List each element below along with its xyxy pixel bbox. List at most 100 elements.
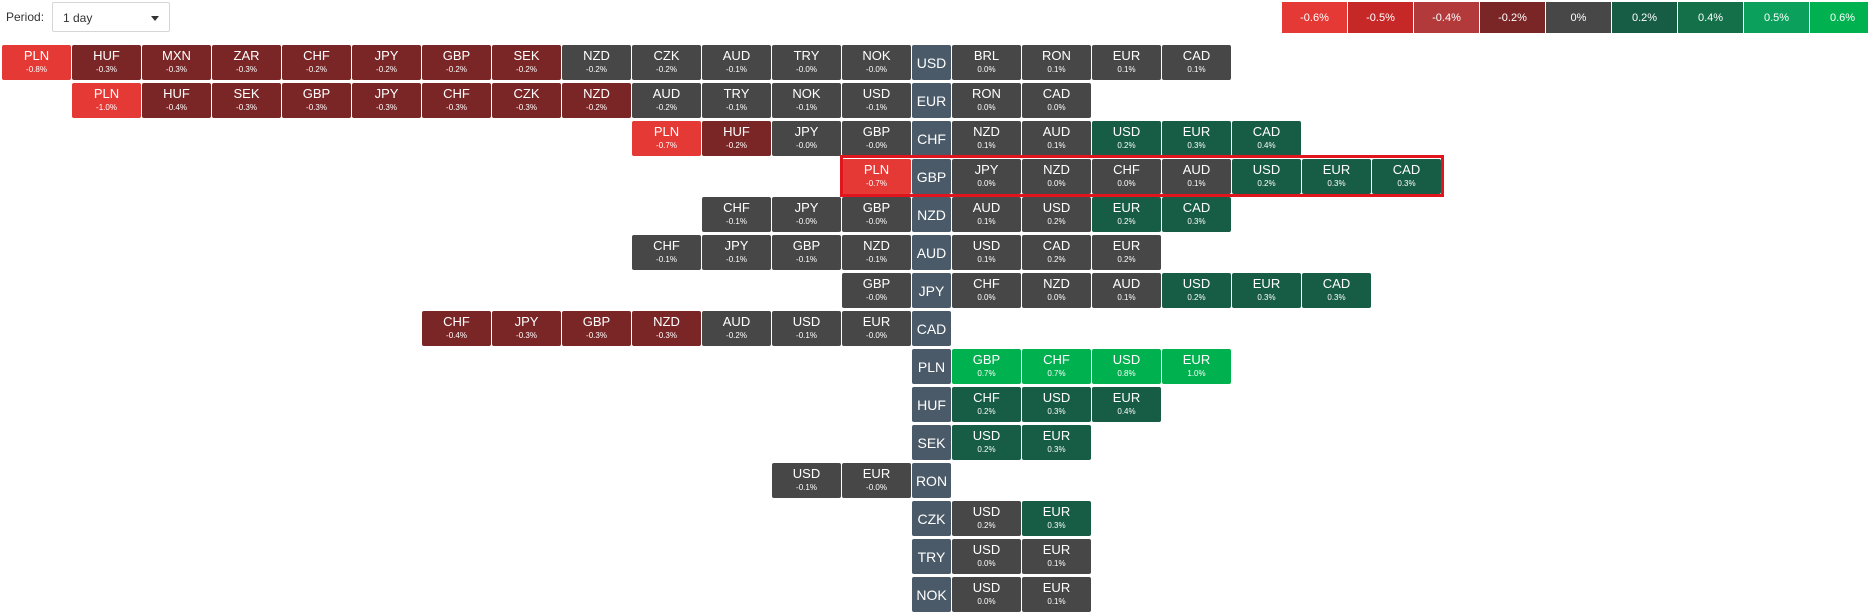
pair-cell-gbp-nzd[interactable]: NZD 0.0% [1022, 159, 1091, 194]
pair-cell-jpy-chf[interactable]: CHF 0.0% [952, 273, 1021, 308]
pair-cell-chf-pln[interactable]: PLN -0.7% [632, 121, 701, 156]
base-currency-usd[interactable]: USD [912, 45, 951, 80]
period-select[interactable]: 1 day [52, 2, 170, 32]
pair-cell-nzd-jpy[interactable]: JPY -0.0% [772, 197, 841, 232]
pair-cell-nzd-usd[interactable]: USD 0.2% [1022, 197, 1091, 232]
pair-cell-chf-nzd[interactable]: NZD 0.1% [952, 121, 1021, 156]
pair-cell-nzd-aud[interactable]: AUD 0.1% [952, 197, 1021, 232]
pair-cell-jpy-aud[interactable]: AUD 0.1% [1092, 273, 1161, 308]
pair-cell-aud-jpy[interactable]: JPY -0.1% [702, 235, 771, 270]
pair-cell-cad-jpy[interactable]: JPY -0.3% [492, 311, 561, 346]
base-currency-jpy[interactable]: JPY [912, 273, 951, 308]
pair-cell-usd-jpy[interactable]: JPY -0.2% [352, 45, 421, 80]
pair-cell-sek-eur[interactable]: EUR 0.3% [1022, 425, 1091, 460]
pair-cell-gbp-pln[interactable]: PLN -0.7% [842, 159, 911, 194]
pair-cell-jpy-nzd[interactable]: NZD 0.0% [1022, 273, 1091, 308]
pair-cell-aud-eur[interactable]: EUR 0.2% [1092, 235, 1161, 270]
pair-cell-eur-gbp[interactable]: GBP -0.3% [282, 83, 351, 118]
base-currency-chf[interactable]: CHF [912, 121, 951, 156]
pair-cell-nok-usd[interactable]: USD 0.0% [952, 577, 1021, 612]
pair-cell-cad-aud[interactable]: AUD -0.2% [702, 311, 771, 346]
base-currency-czk[interactable]: CZK [912, 501, 951, 536]
pair-cell-cad-usd[interactable]: USD -0.1% [772, 311, 841, 346]
pair-cell-cad-gbp[interactable]: GBP -0.3% [562, 311, 631, 346]
pair-cell-usd-gbp[interactable]: GBP -0.2% [422, 45, 491, 80]
pair-cell-try-eur[interactable]: EUR 0.1% [1022, 539, 1091, 574]
pair-cell-nzd-cad[interactable]: CAD 0.3% [1162, 197, 1231, 232]
pair-cell-chf-aud[interactable]: AUD 0.1% [1022, 121, 1091, 156]
base-currency-nzd[interactable]: NZD [912, 197, 951, 232]
pair-cell-usd-brl[interactable]: BRL 0.0% [952, 45, 1021, 80]
pair-cell-aud-nzd[interactable]: NZD -0.1% [842, 235, 911, 270]
pair-cell-eur-aud[interactable]: AUD -0.2% [632, 83, 701, 118]
pair-cell-jpy-gbp[interactable]: GBP -0.0% [842, 273, 911, 308]
pair-cell-pln-usd[interactable]: USD 0.8% [1092, 349, 1161, 384]
pair-cell-usd-mxn[interactable]: MXN -0.3% [142, 45, 211, 80]
pair-cell-usd-pln[interactable]: PLN -0.8% [2, 45, 71, 80]
base-currency-ron[interactable]: RON [912, 463, 951, 498]
pair-cell-jpy-usd[interactable]: USD 0.2% [1162, 273, 1231, 308]
base-currency-eur[interactable]: EUR [912, 83, 951, 118]
pair-cell-nok-eur[interactable]: EUR 0.1% [1022, 577, 1091, 612]
pair-cell-usd-chf[interactable]: CHF -0.2% [282, 45, 351, 80]
pair-cell-gbp-chf[interactable]: CHF 0.0% [1092, 159, 1161, 194]
pair-cell-eur-sek[interactable]: SEK -0.3% [212, 83, 281, 118]
base-currency-gbp[interactable]: GBP [912, 159, 951, 194]
pair-cell-eur-chf[interactable]: CHF -0.3% [422, 83, 491, 118]
pair-cell-eur-cad[interactable]: CAD 0.0% [1022, 83, 1091, 118]
pair-cell-sek-usd[interactable]: USD 0.2% [952, 425, 1021, 460]
base-currency-sek[interactable]: SEK [912, 425, 951, 460]
pair-cell-usd-sek[interactable]: SEK -0.2% [492, 45, 561, 80]
pair-cell-huf-chf[interactable]: CHF 0.2% [952, 387, 1021, 422]
pair-cell-usd-ron[interactable]: RON 0.1% [1022, 45, 1091, 80]
pair-cell-nzd-chf[interactable]: CHF -0.1% [702, 197, 771, 232]
pair-cell-gbp-eur[interactable]: EUR 0.3% [1302, 159, 1371, 194]
pair-cell-eur-huf[interactable]: HUF -0.4% [142, 83, 211, 118]
pair-cell-usd-try[interactable]: TRY -0.0% [772, 45, 841, 80]
pair-cell-eur-usd[interactable]: USD -0.1% [842, 83, 911, 118]
pair-cell-usd-zar[interactable]: ZAR -0.3% [212, 45, 281, 80]
pair-cell-chf-usd[interactable]: USD 0.2% [1092, 121, 1161, 156]
pair-cell-aud-usd[interactable]: USD 0.1% [952, 235, 1021, 270]
pair-cell-usd-cad[interactable]: CAD 0.1% [1162, 45, 1231, 80]
pair-cell-aud-cad[interactable]: CAD 0.2% [1022, 235, 1091, 270]
pair-cell-usd-eur[interactable]: EUR 0.1% [1092, 45, 1161, 80]
pair-cell-chf-huf[interactable]: HUF -0.2% [702, 121, 771, 156]
pair-cell-ron-usd[interactable]: USD -0.1% [772, 463, 841, 498]
pair-cell-chf-gbp[interactable]: GBP -0.0% [842, 121, 911, 156]
pair-cell-eur-try[interactable]: TRY -0.1% [702, 83, 771, 118]
pair-cell-gbp-jpy[interactable]: JPY 0.0% [952, 159, 1021, 194]
pair-cell-czk-usd[interactable]: USD 0.2% [952, 501, 1021, 536]
pair-cell-czk-eur[interactable]: EUR 0.3% [1022, 501, 1091, 536]
pair-cell-usd-nzd[interactable]: NZD -0.2% [562, 45, 631, 80]
pair-cell-eur-pln[interactable]: PLN -1.0% [72, 83, 141, 118]
pair-cell-gbp-cad[interactable]: CAD 0.3% [1372, 159, 1441, 194]
pair-cell-huf-eur[interactable]: EUR 0.4% [1092, 387, 1161, 422]
pair-cell-pln-chf[interactable]: CHF 0.7% [1022, 349, 1091, 384]
pair-cell-gbp-usd[interactable]: USD 0.2% [1232, 159, 1301, 194]
pair-cell-usd-aud[interactable]: AUD -0.1% [702, 45, 771, 80]
pair-cell-eur-jpy[interactable]: JPY -0.3% [352, 83, 421, 118]
pair-cell-jpy-eur[interactable]: EUR 0.3% [1232, 273, 1301, 308]
pair-cell-gbp-aud[interactable]: AUD 0.1% [1162, 159, 1231, 194]
pair-cell-pln-gbp[interactable]: GBP 0.7% [952, 349, 1021, 384]
pair-cell-aud-chf[interactable]: CHF -0.1% [632, 235, 701, 270]
base-currency-aud[interactable]: AUD [912, 235, 951, 270]
pair-cell-chf-eur[interactable]: EUR 0.3% [1162, 121, 1231, 156]
base-currency-huf[interactable]: HUF [912, 387, 951, 422]
pair-cell-ron-eur[interactable]: EUR -0.0% [842, 463, 911, 498]
pair-cell-usd-huf[interactable]: HUF -0.3% [72, 45, 141, 80]
pair-cell-aud-gbp[interactable]: GBP -0.1% [772, 235, 841, 270]
pair-cell-cad-eur[interactable]: EUR -0.0% [842, 311, 911, 346]
pair-cell-eur-czk[interactable]: CZK -0.3% [492, 83, 561, 118]
pair-cell-eur-ron[interactable]: RON 0.0% [952, 83, 1021, 118]
pair-cell-jpy-cad[interactable]: CAD 0.3% [1302, 273, 1371, 308]
pair-cell-cad-chf[interactable]: CHF -0.4% [422, 311, 491, 346]
pair-cell-huf-usd[interactable]: USD 0.3% [1022, 387, 1091, 422]
base-currency-nok[interactable]: NOK [912, 577, 951, 612]
pair-cell-eur-nok[interactable]: NOK -0.1% [772, 83, 841, 118]
base-currency-cad[interactable]: CAD [912, 311, 951, 346]
base-currency-try[interactable]: TRY [912, 539, 951, 574]
pair-cell-pln-eur[interactable]: EUR 1.0% [1162, 349, 1231, 384]
pair-cell-chf-cad[interactable]: CAD 0.4% [1232, 121, 1301, 156]
